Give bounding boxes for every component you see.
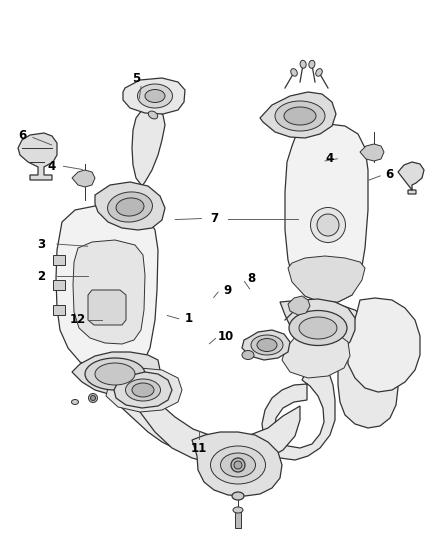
- Polygon shape: [132, 108, 165, 186]
- Ellipse shape: [299, 317, 337, 339]
- Text: 8: 8: [248, 272, 256, 285]
- Bar: [53, 255, 65, 265]
- Polygon shape: [260, 92, 336, 138]
- Polygon shape: [288, 296, 310, 315]
- Polygon shape: [262, 348, 335, 460]
- Polygon shape: [123, 78, 185, 114]
- Text: 2: 2: [38, 270, 46, 282]
- Ellipse shape: [138, 84, 173, 108]
- Ellipse shape: [232, 492, 244, 500]
- Text: 4: 4: [48, 160, 56, 173]
- Text: 5: 5: [132, 72, 140, 85]
- Polygon shape: [360, 144, 384, 161]
- Ellipse shape: [311, 207, 346, 243]
- Polygon shape: [72, 170, 95, 187]
- Polygon shape: [106, 368, 182, 412]
- Ellipse shape: [91, 395, 95, 400]
- Polygon shape: [72, 352, 160, 395]
- Text: 12: 12: [70, 313, 86, 326]
- Text: 1: 1: [184, 312, 192, 325]
- Text: 9: 9: [224, 284, 232, 297]
- Polygon shape: [280, 299, 355, 352]
- Text: 3: 3: [38, 238, 46, 251]
- Polygon shape: [242, 330, 290, 360]
- Ellipse shape: [231, 458, 245, 472]
- Polygon shape: [285, 124, 368, 302]
- Bar: [53, 280, 65, 290]
- Ellipse shape: [234, 461, 242, 469]
- Ellipse shape: [251, 335, 283, 355]
- Polygon shape: [95, 182, 165, 230]
- Polygon shape: [398, 162, 424, 194]
- Ellipse shape: [85, 358, 145, 390]
- Ellipse shape: [211, 446, 265, 484]
- Polygon shape: [114, 372, 172, 408]
- Ellipse shape: [257, 338, 277, 351]
- Text: 6: 6: [19, 130, 27, 142]
- Bar: [235, 510, 241, 528]
- Ellipse shape: [95, 363, 135, 385]
- Ellipse shape: [132, 383, 154, 397]
- Polygon shape: [105, 384, 212, 456]
- Polygon shape: [348, 298, 420, 392]
- Text: 7: 7: [211, 212, 219, 225]
- Polygon shape: [73, 240, 145, 344]
- Polygon shape: [56, 205, 158, 373]
- Ellipse shape: [275, 101, 325, 131]
- Ellipse shape: [233, 507, 243, 513]
- Ellipse shape: [289, 311, 347, 345]
- Ellipse shape: [145, 90, 165, 102]
- Polygon shape: [338, 305, 398, 428]
- Ellipse shape: [71, 400, 78, 405]
- Text: 10: 10: [217, 330, 234, 343]
- Polygon shape: [192, 432, 282, 496]
- Ellipse shape: [242, 351, 254, 359]
- Ellipse shape: [300, 60, 306, 68]
- Ellipse shape: [316, 69, 322, 76]
- Ellipse shape: [291, 69, 297, 76]
- Bar: [53, 305, 65, 315]
- Ellipse shape: [317, 214, 339, 236]
- Polygon shape: [288, 256, 365, 302]
- Text: 4: 4: [325, 152, 333, 165]
- Ellipse shape: [284, 107, 316, 125]
- Ellipse shape: [309, 60, 315, 68]
- Ellipse shape: [108, 192, 152, 222]
- Polygon shape: [282, 330, 350, 378]
- Text: 11: 11: [191, 442, 208, 455]
- Polygon shape: [88, 290, 126, 325]
- Ellipse shape: [126, 379, 160, 401]
- Ellipse shape: [220, 453, 255, 477]
- Polygon shape: [140, 394, 300, 465]
- Ellipse shape: [148, 111, 158, 119]
- Polygon shape: [18, 133, 57, 180]
- Ellipse shape: [116, 198, 144, 216]
- Text: 6: 6: [385, 168, 393, 181]
- Ellipse shape: [88, 393, 98, 402]
